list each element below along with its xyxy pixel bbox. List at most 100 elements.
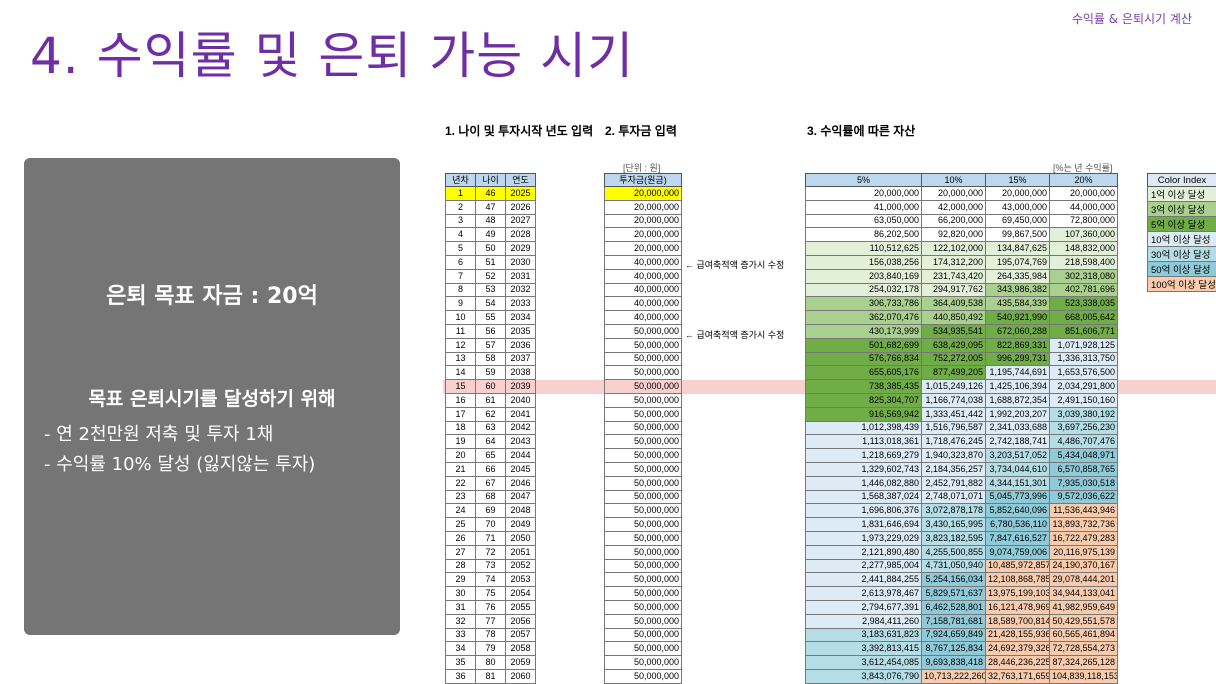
cell-r5: 916,569,942 xyxy=(805,406,922,422)
cell-year: 2041 xyxy=(505,406,536,422)
cell-r15: 996,299,731 xyxy=(985,351,1050,367)
table-row: 50,000,000 xyxy=(604,489,682,505)
section-1-title: 1. 나이 및 투자시작 년도 입력 xyxy=(445,124,594,138)
cell-age: 80 xyxy=(475,655,506,670)
cell-r10: 1,516,796,587 xyxy=(921,420,986,436)
cell-r20: 60,565,461,894 xyxy=(1049,627,1118,643)
cell-r10: 66,200,000 xyxy=(921,213,986,229)
cell-n: 6 xyxy=(445,254,476,270)
table-row: 36 81 2060 xyxy=(445,668,536,684)
cell-r5: 430,173,999 xyxy=(805,323,922,339)
cell-r5: 41,000,000 xyxy=(805,199,922,215)
table-row: 50,000,000 xyxy=(604,323,682,339)
cell-r10: 2,452,791,882 xyxy=(921,475,986,491)
cell-investment: 50,000,000 xyxy=(604,323,682,339)
cell-n: 14 xyxy=(445,365,476,381)
cell-r15: 6,780,536,110 xyxy=(985,517,1050,532)
cell-r5: 1,568,387,024 xyxy=(805,489,922,505)
cell-investment: 50,000,000 xyxy=(604,379,682,394)
retirement-goal-text: 은퇴 목표 자금 : 20억 xyxy=(106,284,318,309)
cell-r5: 1,446,082,880 xyxy=(805,475,922,491)
cell-r15: 540,921,990 xyxy=(985,310,1050,325)
cell-r5: 3,392,813,415 xyxy=(805,641,922,657)
cell-investment: 50,000,000 xyxy=(604,351,682,367)
table-row: 20,000,000 20,000,000 20,000,000 20,000,000 xyxy=(805,186,1118,201)
table-row: 50,000,000 xyxy=(604,517,682,532)
cell-year: 2055 xyxy=(505,599,536,615)
cell-age: 69 xyxy=(475,503,506,519)
table-row: 3,392,813,415 8,767,125,834 24,692,379,326… xyxy=(805,641,1118,657)
cell-age: 66 xyxy=(475,461,506,477)
table-row: 50,000,000 xyxy=(604,365,682,381)
cell-age: 74 xyxy=(475,572,506,588)
cell-investment: 40,000,000 xyxy=(604,282,682,298)
cell-r10: 122,102,000 xyxy=(921,241,986,256)
cell-r5: 501,682,699 xyxy=(805,337,922,353)
cell-year: 2056 xyxy=(505,613,536,629)
table-row: 26 71 2050 xyxy=(445,530,536,546)
cell-year: 2059 xyxy=(505,655,536,670)
cell-n: 23 xyxy=(445,489,476,505)
cell-n: 18 xyxy=(445,420,476,436)
table-row: 2,613,978,467 5,829,571,637 13,975,199,103… xyxy=(805,586,1118,601)
table-row: 2,984,411,260 7,158,781,681 18,589,700,814… xyxy=(805,613,1118,629)
cell-r20: 107,360,000 xyxy=(1049,227,1118,243)
table-row: 40,000,000 xyxy=(604,310,682,325)
cell-r15: 5,045,773,996 xyxy=(985,489,1050,505)
note-salary-increase: ← 급여축적액 증가시 수정 xyxy=(685,330,785,340)
cell-age: 57 xyxy=(475,337,506,353)
table-row: 1,113,018,361 1,718,476,245 2,742,188,741 4… xyxy=(805,434,1118,450)
table-row: 24 69 2048 xyxy=(445,503,536,519)
cell-age: 79 xyxy=(475,641,506,657)
cell-year: 2046 xyxy=(505,475,536,491)
cell-r20: 4,486,707,476 xyxy=(1049,434,1118,450)
cell-investment: 50,000,000 xyxy=(604,544,682,560)
note-salary-increase: ← 급여축적액 증가시 수정 xyxy=(685,260,785,270)
cell-r15: 3,203,517,052 xyxy=(985,448,1050,463)
cell-r10: 2,748,071,071 xyxy=(921,489,986,505)
table-row: 6 51 2030 xyxy=(445,254,536,270)
cell-n: 2 xyxy=(445,199,476,215)
age-year-table: 년차 나이 연도 1 46 2025 2 47 2026 3 48 2027 4 49 2028 5 50… xyxy=(445,173,536,684)
cell-year: 2058 xyxy=(505,641,536,657)
table-row: 203,840,169 231,743,420 264,335,984 302,318… xyxy=(805,268,1118,284)
cell-n: 32 xyxy=(445,613,476,629)
cell-investment: 50,000,000 xyxy=(604,475,682,491)
cell-investment: 20,000,000 xyxy=(604,227,682,243)
color-index-item: 100억 이상 달성 xyxy=(1147,276,1216,292)
col-header: 연도 xyxy=(505,173,536,187)
table-row: 25 70 2049 xyxy=(445,517,536,532)
cell-r10: 20,000,000 xyxy=(921,186,986,201)
cell-age: 68 xyxy=(475,489,506,505)
cell-age: 59 xyxy=(475,365,506,381)
table-row: 2,441,884,255 5,254,156,034 12,108,868,785… xyxy=(805,572,1118,588)
table-row: 50,000,000 xyxy=(604,420,682,436)
table-row: 3억 이상 달성 xyxy=(1147,201,1216,217)
cell-r5: 1,218,669,279 xyxy=(805,448,922,463)
cell-year: 2029 xyxy=(505,241,536,256)
cell-r15: 21,428,155,936 xyxy=(985,627,1050,643)
cell-age: 81 xyxy=(475,668,506,684)
cell-n: 16 xyxy=(445,392,476,408)
cell-r15: 24,692,379,326 xyxy=(985,641,1050,657)
cell-n: 7 xyxy=(445,268,476,284)
cell-n: 8 xyxy=(445,282,476,298)
cell-investment: 50,000,000 xyxy=(604,517,682,532)
cell-age: 50 xyxy=(475,241,506,256)
cell-investment: 50,000,000 xyxy=(604,668,682,684)
cell-r10: 364,409,538 xyxy=(921,296,986,312)
cell-year: 2048 xyxy=(505,503,536,519)
cell-n: 9 xyxy=(445,296,476,312)
cell-year: 2052 xyxy=(505,558,536,574)
table-row: 50,000,000 xyxy=(604,392,682,408)
table-row: 2,121,890,480 4,255,500,855 9,074,759,006 2… xyxy=(805,544,1118,560)
cell-r10: 1,015,249,126 xyxy=(921,379,986,394)
cell-r15: 16,121,478,969 xyxy=(985,599,1050,615)
cell-r20: 72,800,000 xyxy=(1049,213,1118,229)
cell-r15: 5,852,640,096 xyxy=(985,503,1050,519)
cell-year: 2031 xyxy=(505,268,536,284)
table-row: 50,000,000 xyxy=(604,668,682,684)
table-row: 655,605,176 877,499,205 1,195,744,691 1,653… xyxy=(805,365,1118,381)
cell-n: 34 xyxy=(445,641,476,657)
table-row: 50,000,000 xyxy=(604,613,682,629)
